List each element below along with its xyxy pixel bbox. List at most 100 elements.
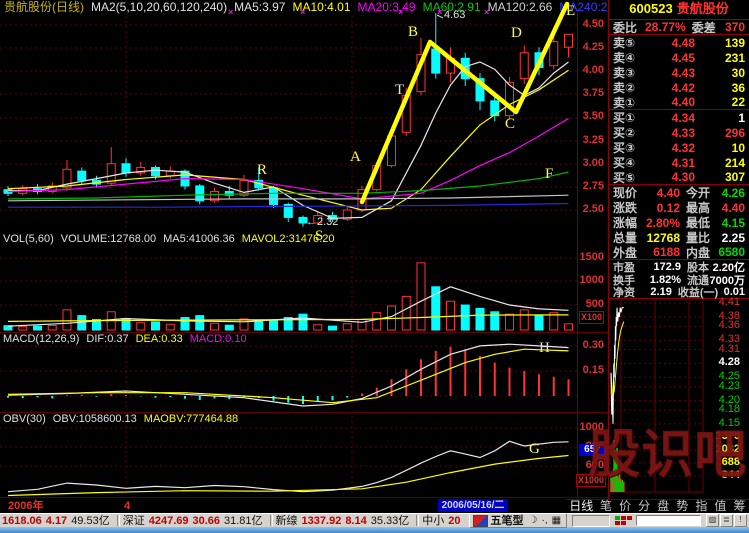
ma-indicator-label: 贵航股份(日线): [4, 0, 84, 14]
info-row: 涨幅 2.80% 最低 4.15: [609, 215, 749, 231]
axis-label: 0.15: [582, 364, 604, 376]
intraday-price-label: 4.38: [718, 309, 740, 322]
label: 卖②: [613, 81, 636, 95]
label: 4.40: [721, 200, 746, 215]
macd-indicator-label: DIF:0.37: [86, 333, 129, 345]
ask-row: 卖② 4.42 36: [609, 80, 749, 96]
panel-divider: [0, 332, 608, 333]
bid-row: 买② 4.33 296: [609, 125, 749, 141]
tab-筹[interactable]: 筹: [733, 499, 746, 513]
info-row: 外盘 6188 内盘 6580: [609, 245, 749, 260]
ime-keyboard-icon[interactable]: ▦: [551, 515, 562, 526]
tab-价[interactable]: 价: [619, 499, 632, 513]
quote-rows: 委比 28.77% 委差 370 卖⑤ 4.48 139 卖④ 4.45 231 卖③ 4.43 30 卖…: [609, 20, 749, 299]
expert-mark-icon: ×: [484, 7, 490, 17]
obv-indicator-label: OBV(30): [3, 413, 46, 425]
obv-indicator-label: MAOBV:777464.88: [143, 413, 239, 425]
label: 4.30: [671, 170, 695, 184]
label: 买③: [613, 141, 636, 155]
index-change: 8.14: [345, 514, 367, 527]
index-name: 中小: [422, 514, 445, 527]
bid-row: 买① 4.34 1: [609, 110, 749, 126]
label: 1.82%: [649, 273, 681, 286]
axis-label: 1000: [579, 274, 604, 286]
tab-日线[interactable]: 日线: [569, 499, 594, 513]
axis-label: 3.75: [582, 87, 604, 99]
tab-值[interactable]: 值: [714, 499, 727, 513]
ime-logo-icon[interactable]: [472, 514, 488, 527]
intraday-price-label: 4.41: [718, 296, 740, 308]
axis-label: 600: [585, 459, 604, 471]
volume-panel-header: VOL(5,60) VOLUME:12768.00 MA5:41006.36 MAVO…: [3, 233, 341, 245]
high-price-annotation: 4.63: [444, 9, 466, 21]
info-row: 总量 12768 量比 2.25: [609, 230, 749, 246]
weibi-row: 委比 28.77% 委差 370: [609, 20, 749, 35]
quote-title: 600523 贵航股份: [609, 0, 749, 20]
label: 172.9: [653, 260, 681, 273]
intraday-vol-label: 344: [721, 469, 740, 481]
label: 市盈: [613, 261, 635, 274]
label: 214: [724, 155, 745, 170]
ime-pad: [572, 514, 611, 527]
ask-row: 卖⑤ 4.48 139: [609, 35, 749, 51]
label: 12768: [646, 230, 680, 245]
marker-letter-F: F: [545, 166, 554, 182]
tab-指[interactable]: 指: [695, 499, 708, 513]
ma-indicator-label: MA5:3.97: [234, 0, 286, 14]
info-row: 现价 4.40 今开 4.26: [609, 185, 749, 201]
quote-panel: 600523 贵航股份 委比 28.77% 委差 370 卖⑤ 4.48 139 卖④ 4.45 2…: [608, 0, 749, 513]
tab-盘[interactable]: 盘: [657, 499, 670, 513]
ime-toolbar[interactable]: 五笔型 ☽ ·, ▦: [468, 513, 568, 528]
expert-mark-icon: ×: [228, 7, 234, 17]
label: 0.12: [656, 200, 680, 215]
status-separator: [116, 515, 120, 526]
label: 4.15: [721, 215, 746, 230]
stock-name: 贵航股份: [676, 1, 729, 16]
bid-row: 买④ 4.31 214: [609, 155, 749, 171]
index-amount: 49.53亿: [71, 514, 110, 527]
tray-button[interactable]: !: [734, 514, 747, 527]
expert-mark-icon: ×: [437, 7, 443, 17]
tab-笔[interactable]: 笔: [600, 499, 613, 513]
vol-indicator-label: VOL(5,60): [3, 233, 54, 245]
intraday-price-label: 4.23: [718, 379, 740, 392]
label: 现价: [613, 186, 638, 200]
info-row: 换手 1.82% 流通 7000万: [609, 273, 749, 287]
ime-moon-icon[interactable]: ☽: [528, 515, 538, 526]
tab-分[interactable]: 分: [638, 499, 651, 513]
intraday-mini-chart: [609, 300, 704, 493]
index-value: 1337.92: [301, 514, 342, 527]
index-amount: 31.81亿: [224, 514, 263, 527]
label: 卖④: [613, 51, 636, 65]
label: 内盘: [686, 245, 711, 260]
x-axis-month-label: 4: [124, 500, 131, 512]
label: 4.33: [671, 125, 695, 140]
label: 买①: [613, 111, 636, 125]
tray-button[interactable]: ≣: [720, 514, 733, 527]
ime-mode-label[interactable]: 五笔型: [490, 514, 524, 527]
ask-row: 卖① 4.40 22: [609, 95, 749, 110]
axis-label: 2.75: [582, 180, 604, 192]
info-row: 涨跌 0.12 最高 4.40: [609, 200, 749, 216]
status-input[interactable]: [636, 515, 701, 526]
label: 涨幅: [613, 216, 638, 230]
index-value: 20: [448, 514, 461, 527]
marker-letter-C: C: [505, 116, 516, 132]
label: 296: [724, 125, 745, 140]
label: 总量: [613, 231, 638, 245]
intraday-vol-label: 1376: [715, 430, 740, 442]
tab-势[interactable]: 势: [676, 499, 689, 513]
label: 4.26: [721, 185, 746, 200]
axis-divider: [577, 10, 578, 497]
label: 4.40: [671, 95, 695, 109]
ime-punct-icon[interactable]: ·,: [541, 515, 548, 526]
tray-button[interactable]: ▨: [706, 514, 719, 527]
axis-label: 4.00: [582, 64, 604, 76]
led-indicator: [621, 516, 627, 520]
label: 卖⑤: [613, 36, 636, 50]
panel-divider: [0, 497, 749, 498]
label: 36: [731, 80, 745, 95]
intraday-price-label: 4.20: [718, 393, 740, 406]
axis-label: 4.25: [582, 41, 604, 53]
marker-letter-E: E: [566, 3, 576, 19]
